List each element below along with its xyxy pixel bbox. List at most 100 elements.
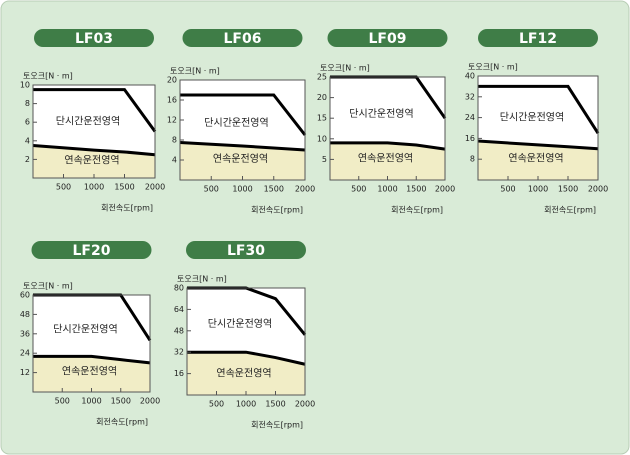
y-axis-label: 토오크[N · m]	[468, 63, 518, 72]
y-tick-label: 20	[167, 76, 177, 85]
x-axis-label: 회전속도[rpm]	[251, 205, 303, 215]
x-tick-label: 1500	[114, 183, 134, 192]
series-line	[187, 350, 306, 366]
y-tick-label: 32	[465, 92, 475, 101]
x-tick-label: 1500	[558, 185, 578, 194]
x-axis-label: 회전속도[rpm]	[251, 420, 303, 430]
y-tick-label: 24	[465, 113, 475, 122]
y-axis-label: 토오크[N · m]	[170, 67, 220, 76]
x-tick-label: 1000	[232, 185, 252, 194]
x-tick-label: 500	[351, 185, 366, 194]
series-line	[478, 84, 600, 135]
continuous-area	[478, 141, 598, 180]
title-pill	[327, 29, 448, 47]
y-tick-label: 6	[25, 118, 30, 127]
series-line	[180, 93, 307, 136]
x-tick-label: 500	[56, 183, 71, 192]
chart-title: LF12	[519, 31, 557, 47]
series-line	[179, 141, 306, 152]
series-line	[33, 88, 157, 133]
region-label: 연속운전영역	[508, 152, 563, 164]
region-label: 단시간운전영역	[53, 324, 117, 336]
x-tick-label: 2000	[295, 185, 315, 194]
region-label: 연속운전영역	[62, 365, 117, 377]
y-tick-label: 16	[167, 96, 177, 105]
y-tick-label: 40	[465, 72, 475, 81]
y-axis-label: 토오크[N · m]	[320, 64, 370, 73]
chart-title: LF03	[75, 31, 113, 47]
title-pill	[31, 241, 152, 259]
continuous-area	[180, 142, 305, 180]
y-tick-label: 15	[317, 114, 327, 123]
y-tick-label: 4	[172, 156, 177, 165]
y-tick-label: 10	[317, 134, 327, 143]
x-tick-label: 2000	[588, 185, 608, 194]
region-label: 단시간운전영역	[204, 117, 268, 129]
y-tick-label: 64	[174, 305, 184, 314]
x-tick-label: 500	[209, 400, 224, 409]
y-tick-label: 32	[174, 348, 184, 357]
y-tick-label: 24	[20, 349, 30, 358]
y-tick-label: 12	[20, 368, 30, 377]
x-tick-label: 1000	[377, 185, 397, 194]
continuous-area	[187, 352, 305, 395]
continuous-area	[33, 356, 150, 392]
y-tick-label: 8	[172, 136, 177, 145]
x-tick-label: 500	[55, 397, 70, 406]
series-line	[33, 354, 151, 365]
title-pill	[186, 241, 306, 259]
x-tick-label: 1000	[81, 397, 101, 406]
x-tick-label: 1500	[406, 185, 426, 194]
y-tick-label: 60	[20, 291, 30, 300]
y-tick-label: 20	[317, 93, 327, 102]
y-tick-label: 2	[25, 155, 30, 164]
x-tick-label: 2000	[145, 183, 165, 192]
x-tick-label: 2000	[435, 185, 455, 194]
y-tick-label: 4	[25, 136, 30, 145]
y-tick-label: 8	[470, 155, 475, 164]
region-label: 단시간운전영역	[500, 112, 564, 124]
chart-title: LF06	[224, 31, 262, 47]
y-tick-label: 16	[174, 369, 184, 378]
y-axis-label: 토오크[N · m]	[23, 72, 73, 81]
y-tick-label: 8	[25, 99, 30, 108]
region-label: 단시간운전영역	[349, 108, 413, 120]
y-axis-label: 토오크[N · m]	[177, 275, 227, 284]
y-tick-label: 36	[20, 329, 30, 338]
title-pill	[34, 29, 154, 47]
chart-title: LF09	[369, 31, 407, 47]
series-line	[330, 141, 446, 151]
x-tick-label: 500	[204, 185, 219, 194]
region-label: 단시간운전영역	[56, 116, 120, 128]
title-pill	[182, 29, 303, 47]
x-tick-label: 1000	[528, 185, 548, 194]
x-tick-label: 2000	[295, 400, 315, 409]
y-tick-label: 48	[174, 326, 184, 335]
x-tick-label: 1000	[84, 183, 104, 192]
region-label: 단시간운전영역	[208, 318, 272, 330]
x-tick-label: 2000	[140, 397, 160, 406]
x-axis-label: 회전속도[rpm]	[96, 417, 148, 427]
y-tick-label: 5	[322, 155, 327, 164]
region-label: 연속운전영역	[216, 368, 271, 380]
chart-title: LF20	[73, 243, 111, 259]
x-tick-label: 500	[500, 185, 515, 194]
x-tick-label: 1500	[265, 400, 285, 409]
x-axis-label: 회전속도[rpm]	[544, 205, 596, 215]
x-axis-label: 회전속도[rpm]	[391, 205, 443, 215]
y-tick-label: 12	[167, 116, 177, 125]
x-tick-label: 1000	[236, 400, 256, 409]
x-axis-label: 회전속도[rpm]	[101, 203, 153, 213]
y-tick-label: 80	[174, 284, 184, 293]
y-tick-label: 16	[465, 134, 475, 143]
y-tick-label: 25	[317, 73, 327, 82]
series-line	[477, 139, 599, 151]
y-tick-label: 48	[20, 310, 30, 319]
continuous-area	[33, 145, 155, 178]
chart-title: LF30	[227, 243, 265, 259]
region-label: 연속운전영역	[213, 153, 268, 165]
continuous-area	[330, 142, 445, 180]
